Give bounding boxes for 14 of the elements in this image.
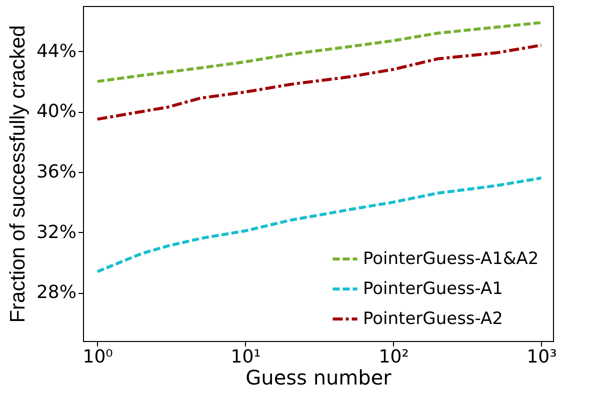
legend-label: PointerGuess-A1 bbox=[363, 279, 503, 299]
legend-label: PointerGuess-A2 bbox=[363, 309, 503, 329]
x-tick-label: 10⁰ bbox=[82, 346, 113, 368]
y-tick-label: 44% bbox=[36, 40, 76, 62]
x-tick-label: 10¹ bbox=[230, 346, 261, 368]
y-tick-label: 32% bbox=[36, 222, 76, 243]
x-tick-label: 10³ bbox=[526, 346, 557, 368]
y-tick-label: 28% bbox=[36, 282, 76, 304]
y-axis-title: Fraction of successfully cracked bbox=[6, 25, 30, 323]
x-tick-label: 10² bbox=[378, 346, 409, 368]
legend-label: PointerGuess-A1&A2 bbox=[363, 249, 539, 269]
y-tick-label: 40% bbox=[36, 101, 76, 122]
y-tick-label: 36% bbox=[36, 161, 76, 182]
x-axis-title: Guess number bbox=[246, 366, 392, 390]
